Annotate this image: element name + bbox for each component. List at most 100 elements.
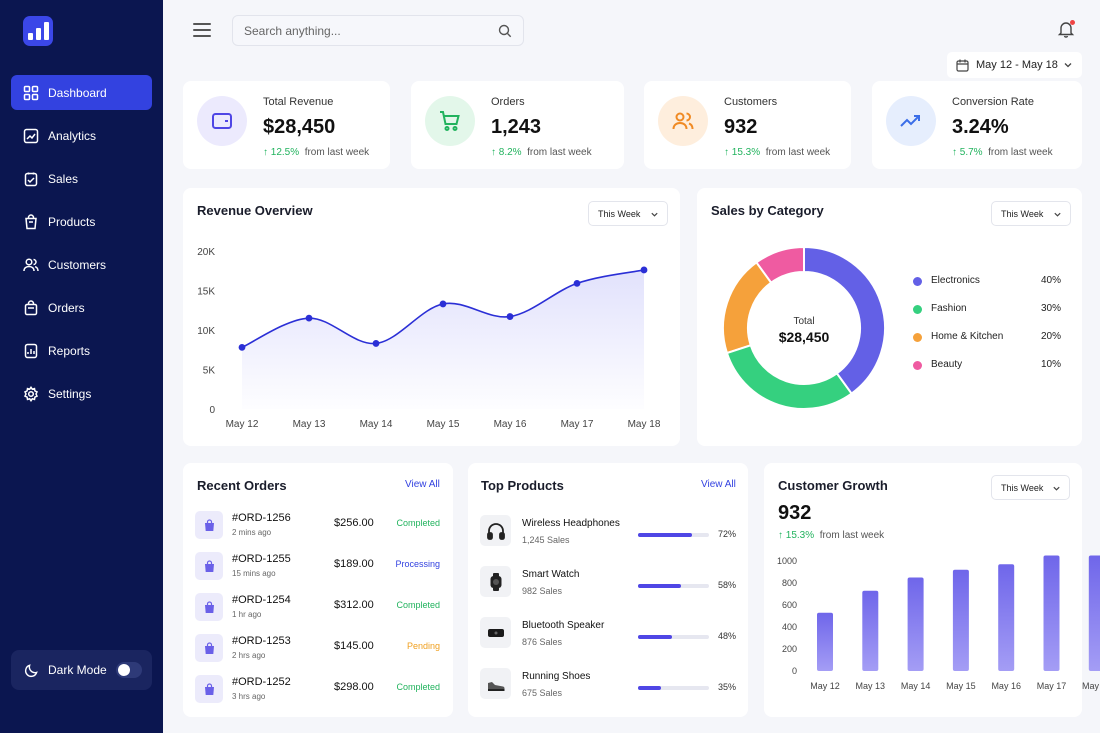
kpi-change: ↑ 5.7% from last week <box>952 147 1053 158</box>
growth-bar[interactable] <box>952 569 969 671</box>
order-row[interactable]: #ORD-1253 2 hrs ago $145.00 Pending <box>195 632 440 665</box>
growth-bar[interactable] <box>1043 555 1060 672</box>
menu-toggle-button[interactable] <box>193 23 211 39</box>
order-row[interactable]: #ORD-1255 15 mins ago $189.00 Processing <box>195 550 440 583</box>
kpi-change-suffix: from last week <box>527 147 592 158</box>
kpi-label: Total Revenue <box>263 96 334 108</box>
product-row[interactable]: Wireless Headphones 1,245 Sales 72% <box>480 515 736 549</box>
sidebar: Dashboard Analytics Sales Products Custo… <box>0 0 163 733</box>
shopping-bag-icon <box>204 600 214 613</box>
sidebar-item-label: Dashboard <box>48 85 107 100</box>
order-row[interactable]: #ORD-1256 2 mins ago $256.00 Completed <box>195 509 440 542</box>
product-sales: 982 Sales <box>522 586 563 596</box>
order-time: 15 mins ago <box>232 569 276 578</box>
order-id: #ORD-1253 <box>232 635 291 647</box>
period-select[interactable]: This Week <box>991 475 1070 500</box>
kpi-label: Customers <box>724 96 778 108</box>
growth-bar[interactable] <box>1088 555 1100 672</box>
growth-bar[interactable] <box>817 612 833 671</box>
revenue-point[interactable] <box>506 313 514 320</box>
revenue-point[interactable] <box>439 300 447 308</box>
kpi-label: Orders <box>491 96 525 108</box>
search-input[interactable] <box>244 23 484 38</box>
y-tick-label: 15K <box>197 287 215 298</box>
sidebar-item-products[interactable]: Products <box>11 204 152 239</box>
app-logo[interactable] <box>23 16 53 46</box>
cart-icon <box>440 111 460 131</box>
sidebar-item-reports[interactable]: Reports <box>11 333 152 368</box>
growth-bar[interactable] <box>907 577 924 672</box>
report-icon <box>24 343 38 358</box>
revenue-line-chart: 0 5K 10K 15K 20K May 12 May 13 May 14 May 15 May … <box>197 247 661 430</box>
toggle-knob <box>118 664 130 676</box>
kpi-change-suffix: from last week <box>765 147 831 158</box>
search-box <box>232 15 524 46</box>
revenue-point[interactable] <box>238 343 246 351</box>
order-id: #ORD-1256 <box>232 512 291 524</box>
order-icon-box <box>195 634 223 662</box>
x-tick-label: May 13 <box>856 681 886 691</box>
period-select[interactable]: This Week <box>991 201 1071 226</box>
order-amount: $312.00 <box>334 599 374 611</box>
order-status: Completed <box>396 682 440 692</box>
sidebar-item-customers[interactable]: Customers <box>11 247 152 282</box>
sidebar-item-dashboard[interactable]: Dashboard <box>11 75 152 110</box>
legend-label: Beauty <box>931 359 963 370</box>
search-icon[interactable] <box>498 24 512 38</box>
growth-change-value: 15.3% <box>785 530 815 541</box>
revenue-point[interactable] <box>372 340 380 347</box>
date-range-picker[interactable]: May 12 - May 18 <box>947 52 1082 78</box>
donut-slice[interactable] <box>725 344 854 410</box>
legend-pct: 10% <box>1040 359 1061 370</box>
product-progress-fill <box>638 533 692 537</box>
sidebar-item-sales[interactable]: Sales <box>11 161 152 196</box>
growth-bar[interactable] <box>998 564 1015 671</box>
revenue-point[interactable] <box>573 279 581 287</box>
revenue-area-fill <box>242 269 644 409</box>
products-view-all-link[interactable]: View All <box>701 479 736 490</box>
product-row[interactable]: Bluetooth Speaker 876 Sales 48% <box>480 617 736 651</box>
product-row[interactable]: Smart Watch 982 Sales 58% <box>480 566 736 600</box>
up-arrow-icon: ↑ <box>724 147 729 158</box>
wallet-icon <box>212 113 232 129</box>
legend-label: Home & Kitchen <box>931 331 1004 342</box>
grid-icon <box>23 85 39 100</box>
y-tick-label: 0 <box>209 405 215 416</box>
sidebar-item-analytics[interactable]: Analytics <box>11 118 152 153</box>
product-image <box>480 668 511 699</box>
donut-slice[interactable] <box>803 245 886 395</box>
product-pct: 58% <box>717 580 736 590</box>
y-tick-label: 20K <box>197 247 215 258</box>
gear-icon <box>24 385 38 402</box>
growth-bar[interactable] <box>862 590 879 671</box>
legend-label: Electronics <box>931 275 980 286</box>
kpi-icon-bg <box>425 96 475 146</box>
product-row[interactable]: Running Shoes 675 Sales 35% <box>480 668 736 702</box>
order-row[interactable]: #ORD-1252 3 hrs ago $298.00 Completed <box>195 673 440 706</box>
donut-slice[interactable] <box>722 261 773 355</box>
customer-growth-card: Customer Growth This Week 932 ↑ 15.3% fr… <box>764 463 1100 717</box>
order-row[interactable]: #ORD-1254 1 hr ago $312.00 Completed <box>195 591 440 624</box>
y-tick-label: 1000 <box>777 556 797 566</box>
sidebar-item-settings[interactable]: Settings <box>11 376 152 411</box>
y-tick-label: 10K <box>197 326 215 337</box>
product-pct: 48% <box>717 631 736 641</box>
kpi-change-suffix: from last week <box>304 147 370 158</box>
x-tick-label: May 12 <box>226 419 259 430</box>
sidebar-item-orders[interactable]: Orders <box>11 290 152 325</box>
chevron-down-icon <box>651 212 658 217</box>
trend-icon <box>900 115 920 127</box>
notification-button[interactable] <box>1057 20 1075 38</box>
dark-mode-toggle[interactable] <box>116 662 142 678</box>
orders-view-all-link[interactable]: View All <box>405 479 440 490</box>
up-arrow-icon: ↑ <box>491 147 496 158</box>
legend-swatch <box>913 277 922 286</box>
order-time: 3 hrs ago <box>232 692 266 701</box>
date-range-label: May 12 - May 18 <box>976 59 1058 71</box>
revenue-point[interactable] <box>640 266 648 274</box>
sidebar-item-label: Settings <box>48 386 92 401</box>
revenue-point[interactable] <box>305 314 313 322</box>
shopping-bag-icon <box>204 559 214 572</box>
dark-mode-panel: Dark Mode <box>11 650 152 690</box>
period-select[interactable]: This Week <box>588 201 668 226</box>
